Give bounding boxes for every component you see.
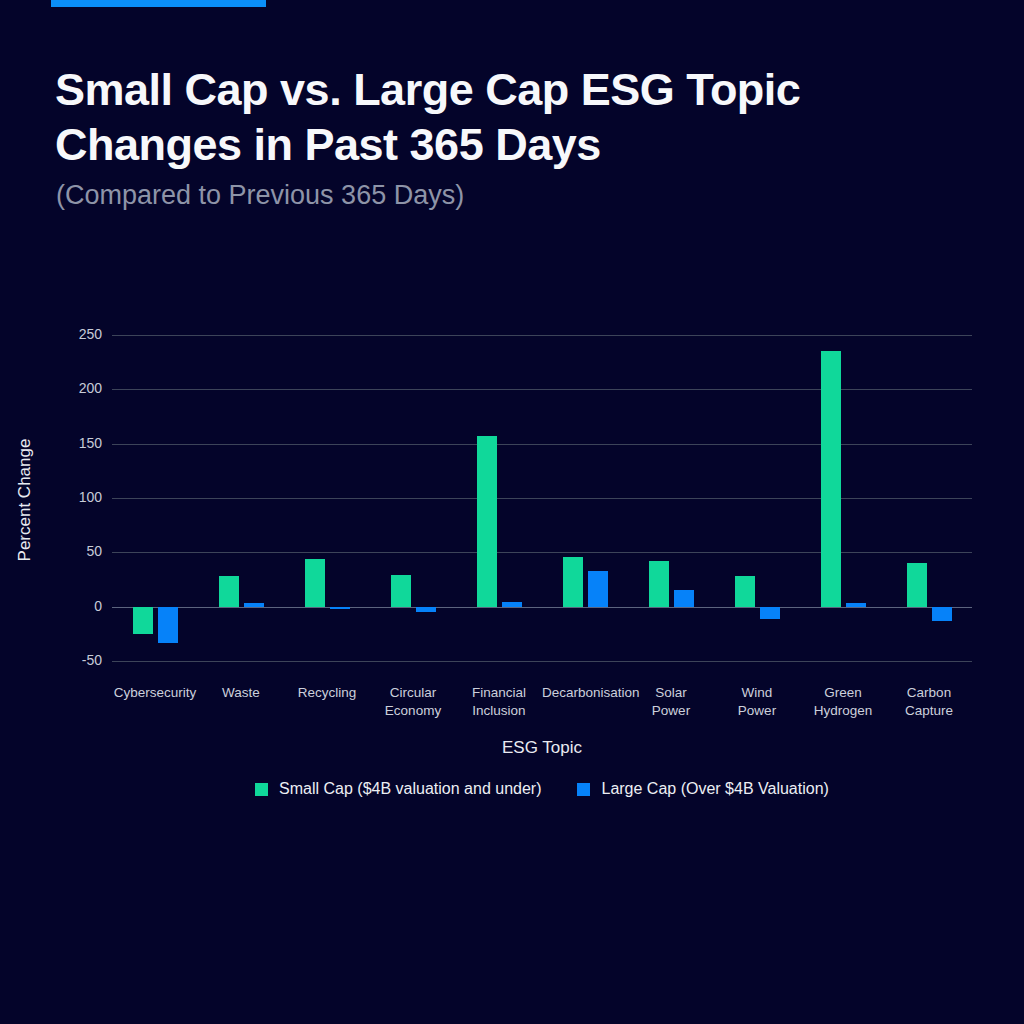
- bar-group-cybersecurity: [112, 318, 198, 662]
- bar-group-solar-power: [628, 318, 714, 662]
- bar-group-circular-economy: [370, 318, 456, 662]
- bar-group-wind-power: [714, 318, 800, 662]
- x-category-labels: CybersecurityWasteRecyclingCircularEcono…: [112, 684, 972, 720]
- bar-large-cap: [330, 607, 350, 610]
- bar-small-cap: [649, 561, 669, 607]
- bar-large-cap: [932, 607, 952, 621]
- x-category-label: CircularEconomy: [370, 684, 456, 720]
- y-tick-label: -50: [0, 652, 102, 668]
- bar-groups: [112, 318, 972, 662]
- x-category-label: Recycling: [284, 684, 370, 720]
- bar-small-cap: [735, 576, 755, 606]
- x-category-label: Cybersecurity: [112, 684, 198, 720]
- x-category-label: Decarbonisation: [542, 684, 628, 720]
- bar-small-cap: [133, 607, 153, 634]
- bar-small-cap: [305, 559, 325, 607]
- x-category-label: SolarPower: [628, 684, 714, 720]
- bar-group-carbon-capture: [886, 318, 972, 662]
- bar-large-cap: [760, 607, 780, 619]
- footer: Amenity S SYMPHONY: [0, 922, 1024, 992]
- x-category-label: GreenHydrogen: [800, 684, 886, 720]
- y-tick-label: 50: [0, 543, 102, 559]
- bar-small-cap: [821, 351, 841, 606]
- bar-group-waste: [198, 318, 284, 662]
- x-category-label: FinancialInclusion: [456, 684, 542, 720]
- bar-small-cap: [219, 576, 239, 606]
- bar-large-cap: [674, 590, 694, 606]
- y-tick-label: 100: [0, 489, 102, 505]
- bar-group-green-hydrogen: [800, 318, 886, 662]
- bar-large-cap: [588, 571, 608, 607]
- x-category-label: Waste: [198, 684, 284, 720]
- bar-small-cap: [907, 563, 927, 606]
- legend-label-large-cap: Large Cap (Over $4B Valuation): [601, 780, 828, 798]
- legend-label-small-cap: Small Cap ($4B valuation and under): [279, 780, 541, 798]
- chart: Percent Change 250200150100500-50 Cybers…: [0, 0, 1024, 1024]
- bar-small-cap: [477, 436, 497, 607]
- bar-large-cap: [502, 602, 522, 606]
- x-category-label: WindPower: [714, 684, 800, 720]
- bar-group-recycling: [284, 318, 370, 662]
- x-category-label: CarbonCapture: [886, 684, 972, 720]
- y-tick-label: 250: [0, 326, 102, 342]
- x-axis-title: ESG Topic: [112, 738, 972, 758]
- bar-large-cap: [846, 603, 866, 606]
- legend: Small Cap ($4B valuation and under) Larg…: [112, 780, 972, 798]
- bar-group-financial-inclusion: [456, 318, 542, 662]
- plot-area: [112, 318, 972, 662]
- y-tick-label: 150: [0, 435, 102, 451]
- bar-large-cap: [158, 607, 178, 643]
- bar-small-cap: [563, 557, 583, 607]
- small-cap-swatch-icon: [255, 783, 268, 796]
- bar-large-cap: [416, 607, 436, 612]
- legend-item-large-cap: Large Cap (Over $4B Valuation): [577, 780, 828, 798]
- legend-item-small-cap: Small Cap ($4B valuation and under): [255, 780, 541, 798]
- y-tick-label: 200: [0, 380, 102, 396]
- large-cap-swatch-icon: [577, 783, 590, 796]
- y-tick-label: 0: [0, 598, 102, 614]
- bar-large-cap: [244, 603, 264, 606]
- bar-small-cap: [391, 575, 411, 607]
- bar-group-decarbonisation: [542, 318, 628, 662]
